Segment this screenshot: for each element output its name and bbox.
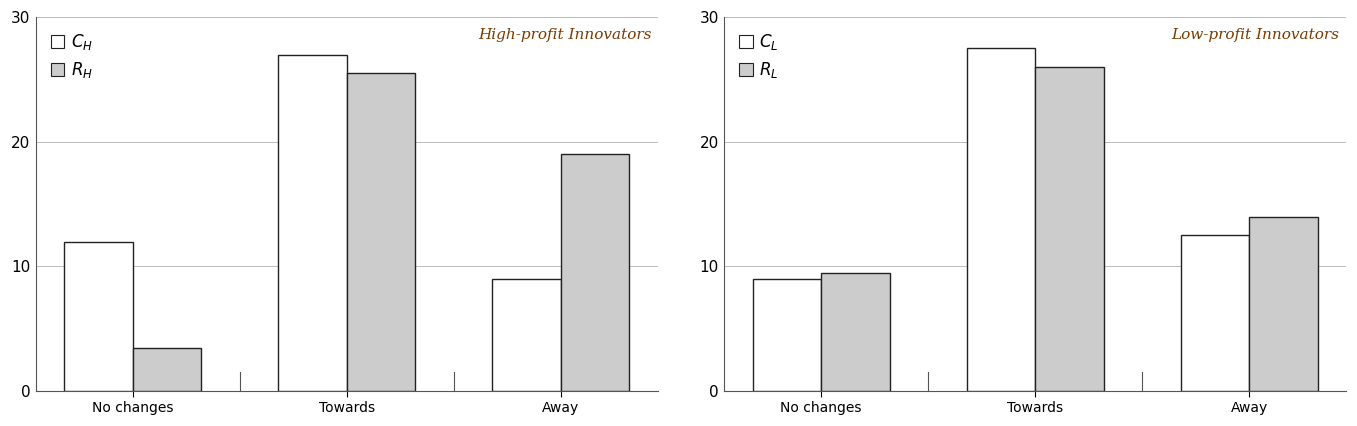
Bar <box>347 73 415 391</box>
Bar <box>560 154 630 391</box>
Bar <box>493 279 560 391</box>
Bar <box>821 273 890 391</box>
Text: Low-profit Innovators: Low-profit Innovators <box>1171 29 1339 42</box>
Bar <box>1250 216 1318 391</box>
Text: High-profit Innovators: High-profit Innovators <box>478 29 651 42</box>
Legend: $C_{L}$, $R_{L}$: $C_{L}$, $R_{L}$ <box>733 26 786 87</box>
Bar <box>1035 67 1103 391</box>
Bar <box>966 48 1035 391</box>
Bar <box>64 242 133 391</box>
Bar <box>1181 235 1250 391</box>
Bar <box>753 279 821 391</box>
Bar <box>278 55 347 391</box>
Legend: $C_{H}$, $R_{H}$: $C_{H}$, $R_{H}$ <box>45 26 100 87</box>
Bar <box>133 348 201 391</box>
